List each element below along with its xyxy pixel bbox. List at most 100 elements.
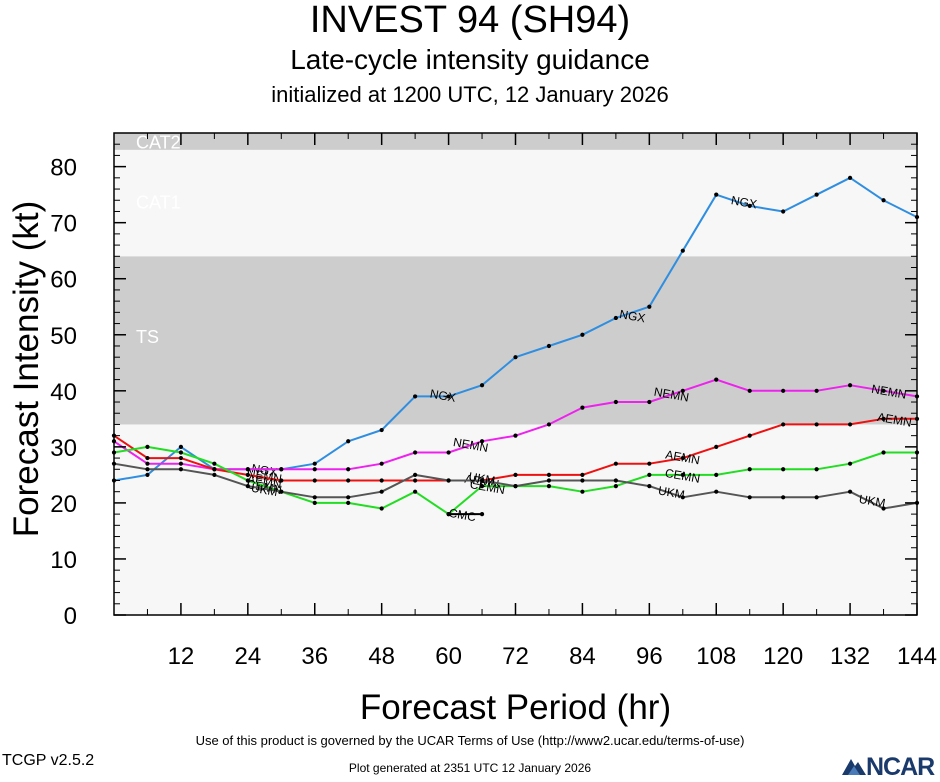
- series-point-aemn: [513, 472, 518, 477]
- series-point-ngx: [814, 192, 819, 197]
- series-point-ukm: [613, 478, 618, 483]
- series-point-ngx: [413, 394, 418, 399]
- series-point-cemn: [647, 472, 652, 477]
- series-point-cemn: [145, 444, 150, 449]
- x-tick-label: 132: [830, 643, 870, 670]
- series-point-ukm: [881, 506, 886, 511]
- y-tick-label: 20: [50, 491, 77, 518]
- series-label-ukm: UKM: [858, 492, 887, 510]
- series-point-cemn: [245, 478, 250, 483]
- series-point-aemn: [145, 455, 150, 461]
- y-tick-label: 30: [50, 435, 77, 462]
- series-point-ukm: [245, 483, 250, 489]
- series-point-nemn: [245, 467, 250, 472]
- series-point-nemn: [647, 399, 652, 405]
- series-label-ukm: UKM: [250, 481, 279, 499]
- series-point-nemn: [546, 422, 552, 427]
- series-label-nemn: NEMN: [246, 466, 283, 486]
- series-point-ngx: [580, 332, 585, 337]
- series-nemn: NEMN NEMN NEMN NEMN: [111, 377, 920, 486]
- series-point-nemn: [714, 377, 719, 382]
- series-point-aemn: [847, 422, 853, 427]
- series-point-aemn: [781, 422, 786, 427]
- series-point-cemn: [613, 483, 618, 489]
- x-tick-label: 84: [569, 643, 596, 670]
- series-point-aemn: [546, 472, 552, 477]
- series-point-cemn: [312, 500, 317, 506]
- series-point-cemn: [178, 450, 184, 455]
- series-point-ngx: [680, 248, 685, 253]
- x-tick-label: 24: [234, 643, 261, 670]
- x-tick-label: 96: [636, 643, 663, 670]
- y-tick-label: 80: [50, 155, 77, 182]
- series-point-nemn: [379, 461, 384, 466]
- series-point-ukm: [714, 489, 719, 494]
- series-label-nemn: NEMN: [452, 435, 489, 455]
- series-point-aemn: [814, 422, 819, 427]
- series-point-nemn: [613, 399, 618, 405]
- series-point-cemn: [847, 461, 853, 466]
- y-tick-label: 0: [64, 603, 77, 630]
- series-point-ukm: [546, 478, 552, 483]
- series-point-nemn: [781, 388, 786, 393]
- series-cmc: CMC: [446, 506, 485, 524]
- series-point-nemn: [814, 388, 819, 393]
- series-ukm: UKM UKM UKM UKM: [111, 461, 920, 511]
- series-point-nemn: [680, 388, 685, 393]
- series-point-ukm: [781, 495, 786, 500]
- series-point-ngx: [714, 192, 719, 197]
- series-point-cemn: [479, 483, 485, 489]
- series-point-nemn: [279, 467, 284, 472]
- chart-subtitle: Late-cycle intensity guidance: [290, 44, 650, 75]
- series-point-aemn: [245, 472, 250, 477]
- series-point-aemn: [178, 455, 184, 461]
- series-point-nemn: [312, 467, 317, 472]
- series-point-ukm: [446, 478, 451, 483]
- series-point-cemn: [881, 450, 886, 455]
- series-point-ukm: [814, 495, 819, 500]
- x-tick-label: 36: [301, 643, 328, 670]
- series-label-cemn: CEMN: [246, 477, 283, 497]
- series-point-nemn: [479, 439, 485, 444]
- series-label-ukm: UKM: [468, 469, 497, 487]
- x-tick-label: 48: [368, 643, 395, 670]
- series-point-ngx: [747, 203, 752, 208]
- series-label-ngx: NGX: [730, 193, 758, 211]
- series-point-nemn: [413, 450, 418, 455]
- series-point-aemn: [714, 444, 719, 449]
- y-tick-label: 10: [50, 547, 77, 574]
- series-point-aemn: [413, 478, 418, 483]
- series-point-aemn: [580, 472, 585, 477]
- init-time: initialized at 1200 UTC, 12 January 2026: [271, 82, 669, 107]
- series-point-cemn: [346, 500, 351, 506]
- series-point-nemn: [145, 461, 150, 466]
- series-point-ukm: [847, 489, 853, 494]
- series-point-nemn: [446, 450, 451, 455]
- series-point-ngx: [446, 394, 451, 399]
- series-point-cmc: [446, 512, 451, 517]
- series-point-cemn: [814, 467, 819, 472]
- series-label-ukm: UKM: [657, 483, 686, 501]
- series-point-aemn: [346, 478, 351, 483]
- terms-notice: Use of this product is governed by the U…: [195, 733, 745, 748]
- y-axis-label: Forecast Intensity (kt): [7, 201, 46, 537]
- series-point-cemn: [212, 461, 217, 466]
- series-point-aemn: [212, 467, 217, 472]
- y-tick-label: 70: [50, 211, 77, 238]
- x-tick-label: 72: [502, 643, 529, 670]
- ncar-logo-text: NCAR: [866, 753, 935, 781]
- band-label-cat2: CAT2: [136, 133, 181, 153]
- series-point-ngx: [546, 343, 552, 349]
- x-tick-label: 108: [696, 643, 736, 670]
- series-point-ngx: [346, 439, 351, 444]
- series-point-aemn: [379, 478, 384, 483]
- series-label-ngx: NGX: [618, 307, 646, 325]
- x-axis-label: Forecast Period (hr): [360, 688, 671, 727]
- series-point-ngx: [145, 472, 150, 477]
- series-point-cmc: [479, 512, 485, 517]
- band-ts: [114, 256, 917, 425]
- chart-title: INVEST 94 (SH94): [309, 0, 631, 41]
- series-point-nemn: [178, 461, 184, 466]
